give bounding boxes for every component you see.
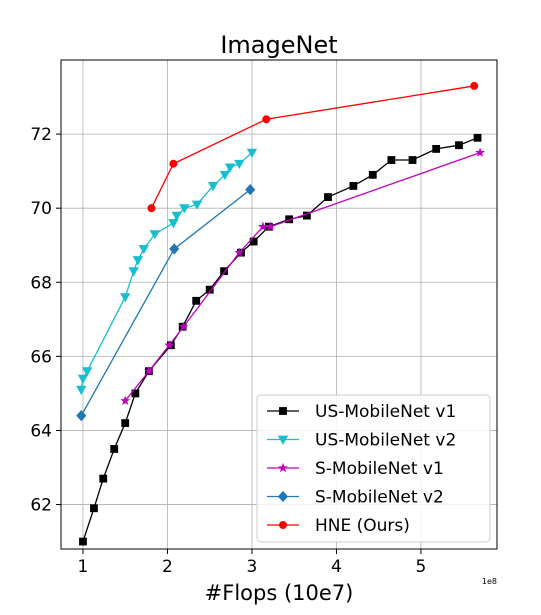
y-tick-label: 64 — [30, 421, 52, 441]
legend-marker — [278, 462, 288, 473]
legend-marker — [277, 490, 289, 503]
data-point — [470, 81, 479, 90]
legend-marker — [278, 521, 287, 530]
data-point — [120, 293, 131, 303]
data-point — [179, 204, 190, 214]
legend-item: US-MobileNet v2 — [267, 431, 456, 451]
data-point — [178, 321, 189, 331]
data-point — [128, 267, 139, 277]
data-point — [473, 133, 482, 142]
series-line — [150, 85, 475, 209]
y-tick-label: 68 — [30, 273, 52, 293]
y-tick-label: 66 — [30, 347, 52, 367]
data-point — [220, 267, 228, 276]
data-point — [82, 367, 93, 377]
data-point — [147, 204, 156, 213]
data-point — [475, 147, 485, 157]
legend-item: HNE (Ours) — [267, 516, 410, 536]
data-point — [76, 385, 87, 396]
legend: US-MobileNet v1 US-MobileNet v2 S-MobileNe… — [256, 394, 491, 543]
data-point — [168, 219, 179, 229]
data-point — [324, 193, 332, 201]
series-us-mobilenet-v1 — [79, 133, 482, 546]
data-point — [138, 245, 149, 255]
data-point — [164, 340, 175, 350]
data-point — [90, 504, 98, 513]
legend-marker — [277, 435, 289, 445]
x-tick-label: 5 — [416, 557, 427, 577]
data-point — [245, 184, 256, 196]
data-point — [76, 410, 87, 422]
series-group — [76, 81, 485, 546]
data-point — [234, 247, 245, 257]
legend-label: HNE (Ours) — [315, 516, 410, 536]
x-axis-label: #Flops (10e7) — [205, 581, 354, 605]
x-tick-label: 3 — [247, 557, 258, 577]
legend-label: US-MobileNet v2 — [315, 431, 456, 451]
legend-item: S-MobileNet v2 — [267, 488, 444, 508]
series-hne-ours — [147, 81, 479, 213]
data-point — [77, 374, 89, 384]
legend-item: US-MobileNet v1 — [267, 402, 456, 422]
y-tick-label: 72 — [30, 125, 52, 145]
data-point — [121, 419, 130, 427]
legend-label: US-MobileNet v1 — [315, 402, 456, 422]
x-tick-label: 4 — [331, 557, 342, 577]
data-point — [143, 366, 154, 376]
data-point — [191, 200, 203, 210]
data-point — [349, 182, 358, 190]
data-point — [262, 115, 271, 124]
data-point — [224, 163, 236, 173]
data-point — [258, 221, 268, 231]
plot-frame — [60, 59, 498, 550]
data-point — [171, 211, 182, 221]
ticks: 1 2 3 4 5 62 64 66 68 70 72 — [30, 125, 426, 577]
data-point — [408, 156, 417, 164]
data-point — [432, 145, 441, 153]
series-s-mobilenet-v2 — [76, 184, 256, 422]
series-line — [124, 151, 481, 402]
legend-label: S-MobileNet v1 — [315, 459, 444, 479]
data-point — [149, 230, 160, 240]
data-point — [205, 285, 214, 294]
data-point — [234, 159, 245, 170]
legend-marker — [279, 407, 287, 415]
series-us-mobilenet-v2 — [76, 148, 258, 396]
series-s-mobilenet-v1 — [120, 147, 485, 405]
data-point — [99, 474, 108, 483]
data-point — [368, 170, 377, 179]
x-tick-label: 1 — [78, 557, 89, 577]
x-tick-label: 2 — [162, 557, 173, 577]
y-tick-label: 62 — [30, 496, 52, 516]
data-point — [265, 221, 276, 231]
data-point — [219, 170, 231, 181]
legend-box — [256, 394, 491, 543]
data-point — [387, 156, 396, 164]
data-point — [169, 159, 178, 168]
data-point — [169, 243, 180, 255]
data-point — [192, 296, 201, 305]
legend-item: S-MobileNet v1 — [267, 459, 444, 479]
data-point — [79, 537, 87, 546]
data-point — [207, 182, 219, 192]
y-tick-label: 70 — [30, 199, 52, 219]
legend-label: S-MobileNet v2 — [315, 488, 444, 508]
data-point — [455, 141, 463, 150]
series-line — [80, 189, 251, 416]
data-point — [120, 395, 131, 405]
data-point — [110, 445, 119, 453]
x-axis-offset-text: 1e8 — [482, 577, 497, 586]
data-point — [132, 256, 144, 266]
chart-title: ImageNet — [220, 31, 337, 59]
data-point — [246, 148, 258, 158]
